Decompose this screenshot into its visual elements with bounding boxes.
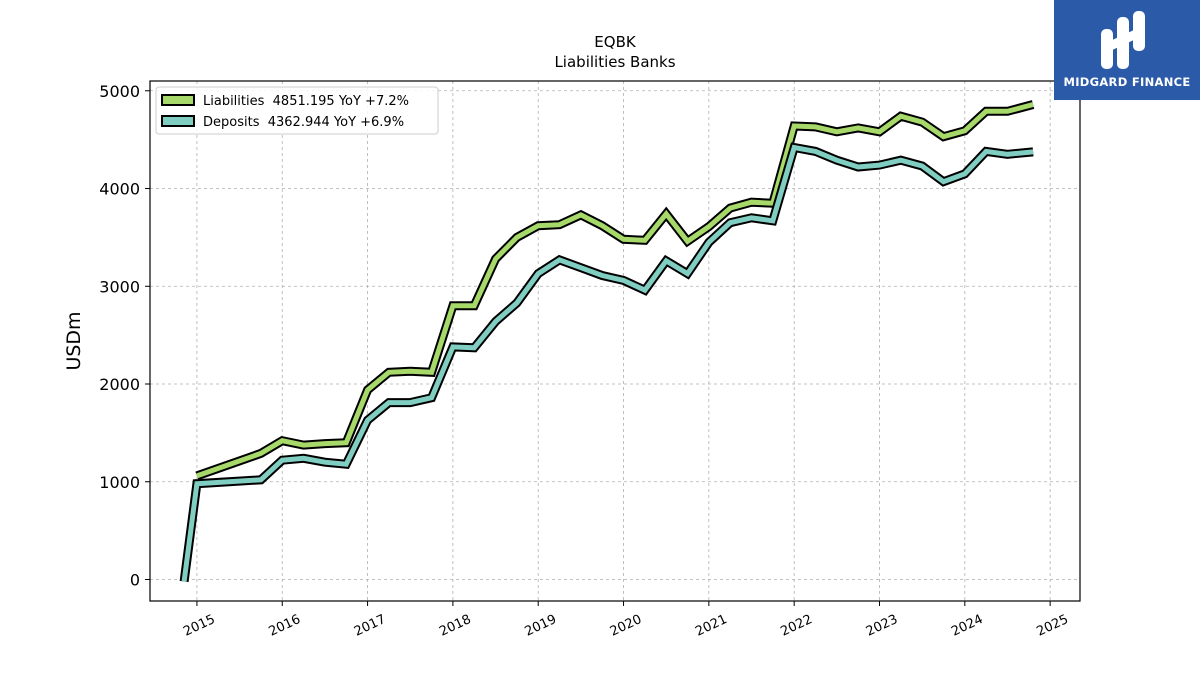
x-axis: 2015 2016 2017 2018 2019 2020 2021 2022 2023 2024… [181, 601, 1071, 640]
legend-label-deposits: Deposits 4362.944 YoY +6.9% [203, 115, 404, 130]
grid [150, 81, 1080, 601]
legend-label-liabilities: Liabilities 4851.195 YoY +7.2% [203, 94, 409, 109]
y-tick-label: 3000 [99, 277, 140, 296]
brand-logo-text: MIDGARD FINANCE [1063, 75, 1191, 89]
series-lines [179, 100, 1035, 583]
x-tick-label: 2017 [352, 612, 388, 640]
y-axis-label: USDm [63, 311, 85, 370]
x-tick-label: 2019 [523, 612, 559, 640]
y-tick-label: 4000 [99, 180, 140, 199]
plot-frame [149, 80, 1081, 602]
x-tick-label: 2020 [608, 612, 644, 640]
x-tick-label: 2018 [437, 612, 473, 640]
legend: Liabilities 4851.195 YoY +7.2% Deposits … [155, 86, 439, 135]
y-tick-label: 0 [130, 570, 140, 589]
series-line-liabilities [196, 102, 1034, 479]
brand-logo: MIDGARD FINANCE [1054, 0, 1200, 100]
x-tick-label: 2015 [181, 612, 217, 640]
series-line-deposits [181, 144, 1034, 582]
y-tick-label: 5000 [99, 82, 140, 101]
legend-swatch-deposits [161, 115, 195, 127]
x-tick-label: 2021 [693, 612, 729, 640]
x-tick-label: 2016 [267, 612, 303, 640]
x-tick-label: 2022 [779, 612, 815, 640]
y-tick-label: 2000 [99, 375, 140, 394]
midgard-logo-icon [1101, 11, 1145, 69]
x-tick-label: 2024 [949, 612, 985, 640]
y-tick-label: 1000 [99, 473, 140, 492]
series-outline-deposits [179, 142, 1034, 583]
chart-subtitle: Liabilities Banks [554, 53, 675, 71]
x-tick-label: 2025 [1034, 612, 1070, 640]
legend-swatch-liabilities [161, 94, 195, 106]
y-axis: 0 1000 2000 3000 4000 5000 [99, 82, 150, 589]
x-tick-label: 2023 [864, 612, 900, 640]
legend-box [155, 86, 439, 135]
chart-title: EQBK [594, 33, 637, 51]
